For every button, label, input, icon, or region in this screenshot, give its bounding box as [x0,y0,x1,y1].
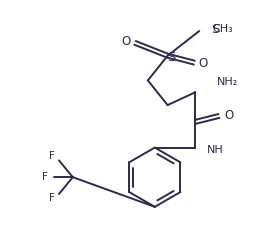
Text: S: S [211,22,219,36]
Text: S: S [167,51,176,64]
Text: O: O [122,35,131,48]
Text: F: F [42,172,48,182]
Text: CH₃: CH₃ [212,24,233,34]
Text: NH₂: NH₂ [217,77,238,87]
Text: F: F [49,151,55,162]
Text: NH: NH [207,144,224,155]
Text: O: O [199,57,208,70]
Text: O: O [224,109,233,122]
Text: F: F [49,193,55,203]
